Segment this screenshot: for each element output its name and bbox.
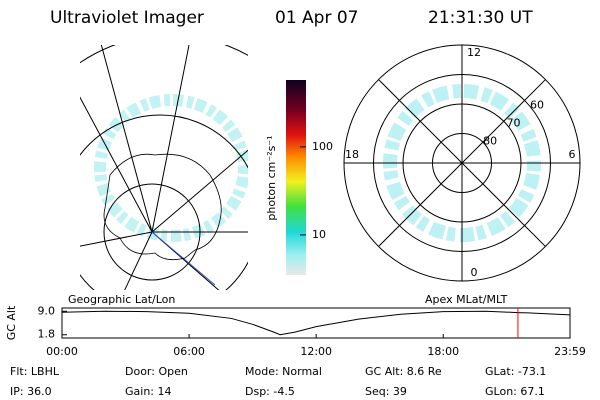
x-tick-label: 12:00 [300, 345, 332, 358]
altitude-line [61, 310, 571, 336]
mlt-label: 18 [345, 148, 359, 161]
status-field: Flt: LBHL [10, 365, 60, 378]
mlt-label: 0 [471, 266, 478, 279]
lat-label: 80 [483, 134, 497, 147]
status-field: Gain: 14 [125, 385, 172, 398]
date: 01 Apr 07 [275, 8, 358, 28]
colorbar-label: photon cm⁻²s⁻¹ [265, 135, 278, 220]
status-field: Mode: Normal [245, 365, 322, 378]
x-tick-label: 06:00 [173, 345, 205, 358]
lat-label: 70 [507, 116, 521, 129]
colorbar-tick-label: 10 [312, 228, 326, 241]
x-tick-label: 18:00 [427, 345, 459, 358]
lat-label: 60 [530, 98, 544, 111]
mlt-spoke [378, 162, 463, 247]
mlt-spoke [461, 79, 546, 164]
map-label-left: Geographic Lat/Lon [68, 293, 175, 306]
instrument: Ultraviolet Imager [50, 8, 204, 28]
status-field: Door: Open [125, 365, 188, 378]
status-field: Dsp: -4.5 [245, 385, 295, 398]
mlt-spoke [461, 162, 546, 247]
geographic-map [80, 45, 248, 290]
y-axis-label: GC Alt [5, 305, 18, 340]
time: 21:31:30 UT [428, 8, 533, 28]
x-tick-label: 23:59 [554, 345, 586, 358]
status-field: GLon: 67.1 [485, 385, 545, 398]
y-tick-label: 9.0 [38, 304, 56, 317]
mlt-label: 12 [467, 46, 481, 59]
status-field: IP: 36.0 [10, 385, 52, 398]
status-field: GLat: -73.1 [485, 365, 546, 378]
map-label-right: Apex MLat/MLT [425, 293, 508, 306]
mlt-label: 6 [569, 148, 576, 161]
x-tick-label: 00:00 [46, 345, 78, 358]
status-field: Seq: 39 [365, 385, 407, 398]
y-tick-label: 1.8 [38, 328, 56, 341]
status-field: GC Alt: 8.6 Re [365, 365, 442, 378]
colorbar-tick-label: 100 [312, 140, 333, 153]
mlt-spoke [378, 79, 463, 164]
altitude-frame [61, 307, 571, 339]
colorbar [286, 80, 306, 275]
